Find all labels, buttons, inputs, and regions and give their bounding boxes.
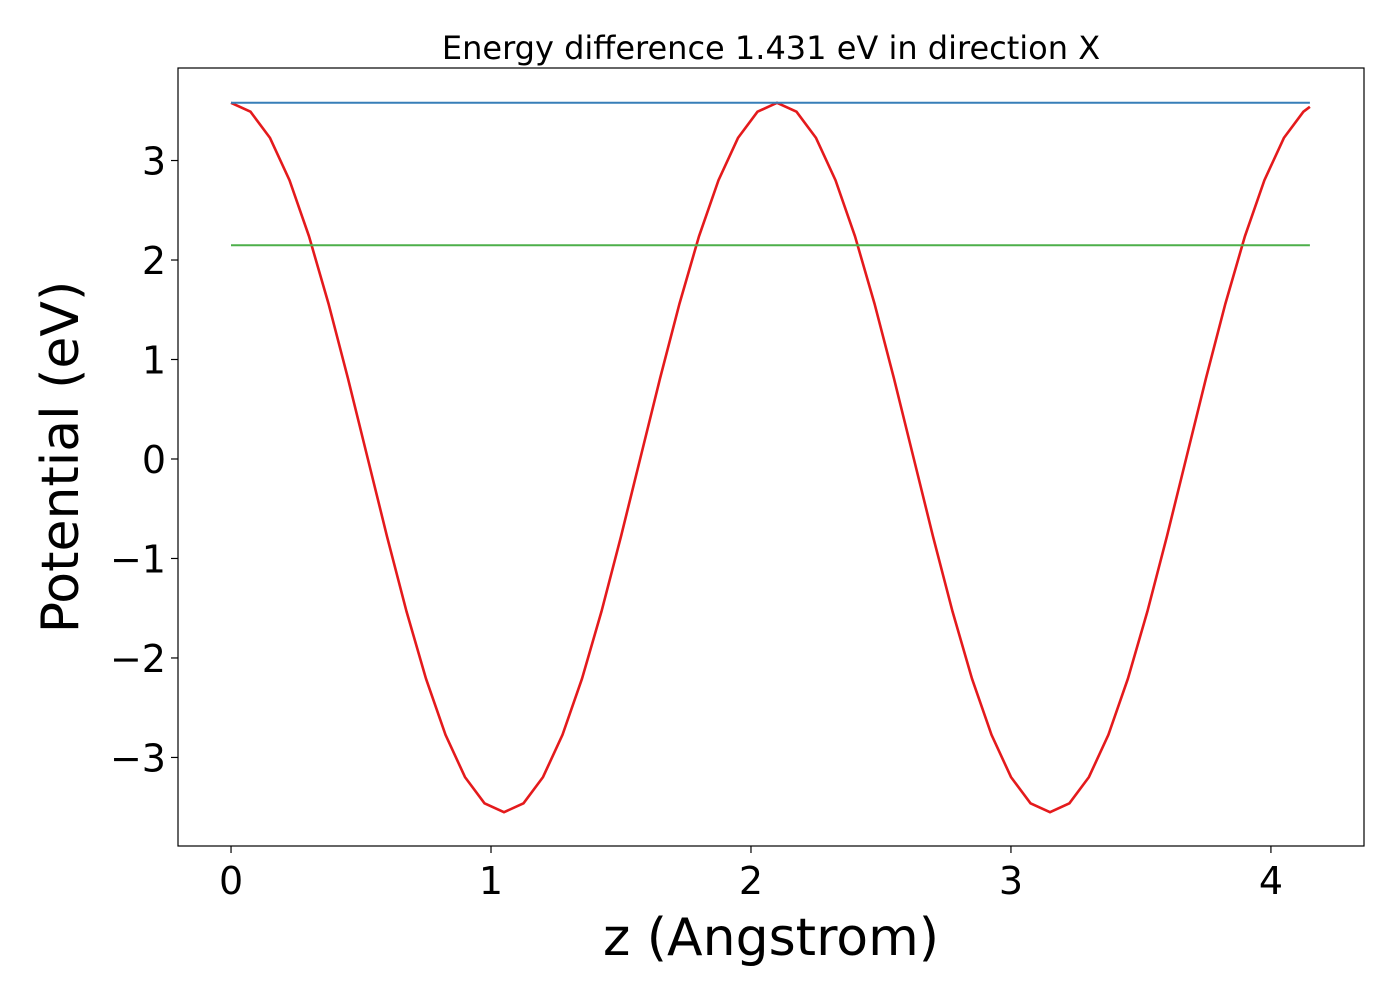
potential-curve: [230, 101, 1311, 814]
y-tick-label: 1: [142, 339, 166, 383]
x-tick-label: 3: [999, 859, 1023, 903]
chart-title: Energy difference 1.431 eV in direction …: [442, 29, 1100, 67]
x-tick-label: 2: [739, 859, 763, 903]
y-tick-label: −3: [110, 736, 166, 780]
y-tick-label: 3: [142, 140, 166, 184]
y-tick-label: 0: [142, 438, 166, 482]
y-axis-label: Potential (eV): [31, 281, 91, 633]
plot-frame: [177, 67, 1365, 847]
x-tick-label: 4: [1259, 859, 1283, 903]
ticks-layer: 0 1 2 3 4 −3 −2 −1 0 1 2 3: [110, 140, 1283, 903]
y-tick-label: 2: [142, 239, 166, 283]
x-axis-label: z (Angstrom): [603, 908, 939, 968]
x-tick-label: 1: [479, 859, 503, 903]
x-tick-label: 0: [219, 859, 243, 903]
y-tick-label: −1: [110, 537, 166, 581]
y-tick-label: −2: [110, 637, 166, 681]
series-layer: [230, 101, 1311, 814]
